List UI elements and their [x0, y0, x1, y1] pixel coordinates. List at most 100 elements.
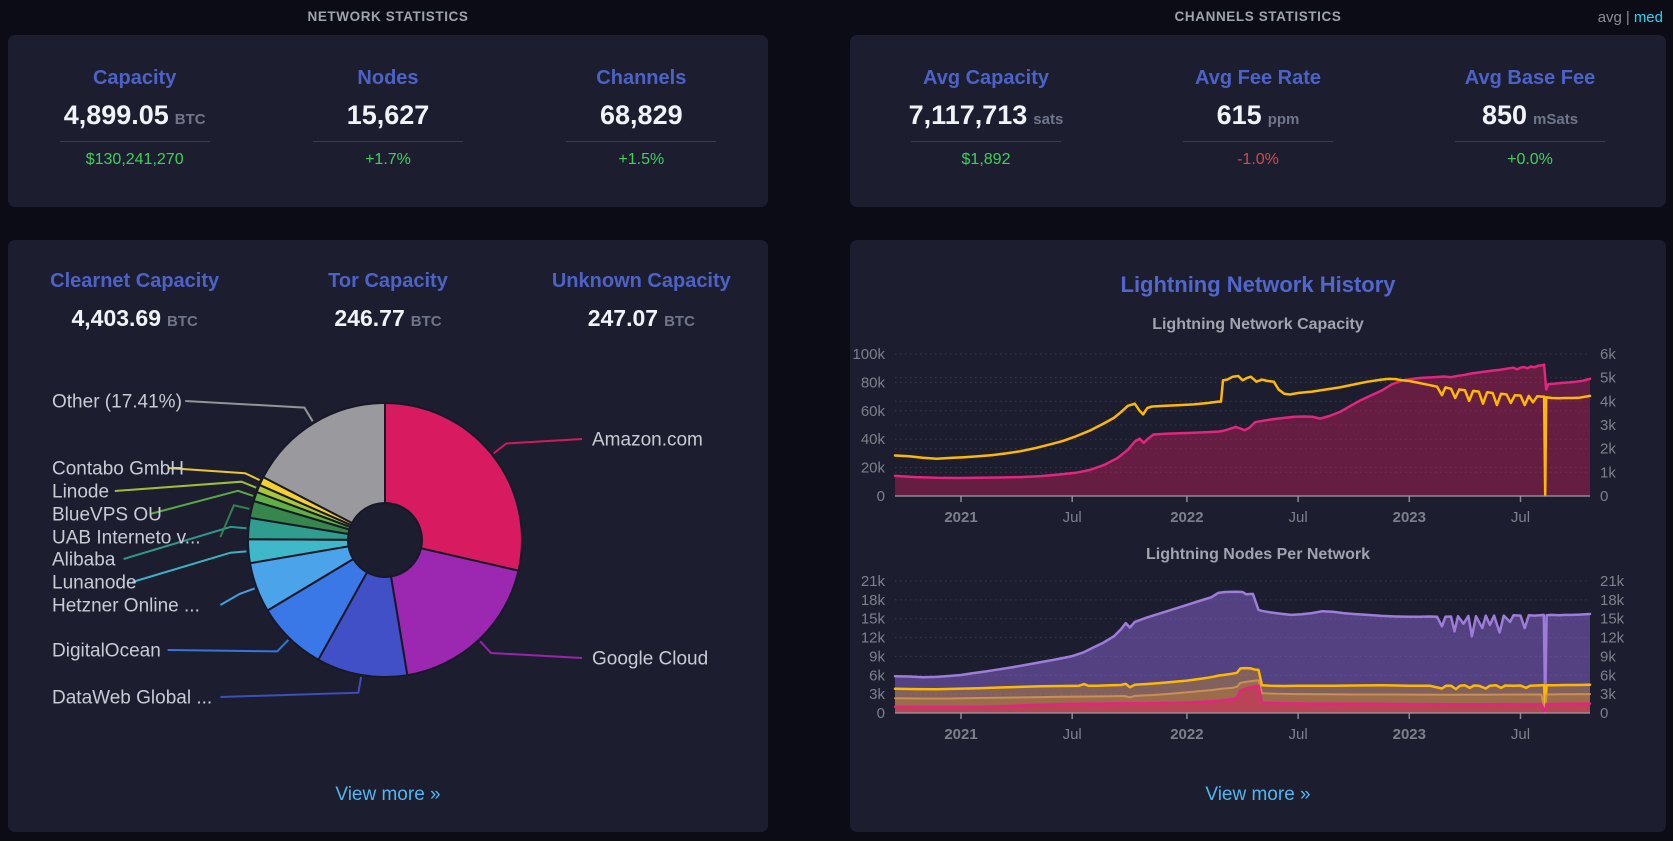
pie-slice-other-17-41[interactable] [262, 402, 386, 524]
series-area-tor-nodes [895, 591, 1590, 713]
stat-value: 246.77 BTC [334, 305, 442, 331]
y-right-label: 9k [1600, 648, 1616, 665]
pie-leader-alibaba [123, 525, 247, 560]
pie-label-alibaba: Alibaba [52, 550, 116, 571]
pie-slice-dataweb-global[interactable] [317, 571, 409, 678]
stat-delta: +0.0% [1507, 151, 1553, 168]
channels-stats-row: Avg Capacity 7,117,713 sats $1,892 Avg Fee R… [850, 35, 1666, 169]
stat-delta: $1,892 [961, 151, 1011, 168]
y-left-label: 21k [861, 573, 886, 590]
stat-divider [911, 141, 1061, 142]
pie-leader-other-17-41 [185, 400, 314, 422]
pie-leader-dataweb-global [220, 676, 363, 698]
y-left-label: 80k [861, 374, 886, 391]
pie-label-uab-interneto-v: UAB Interneto v... [52, 528, 201, 549]
y-right-label: 3k [1600, 686, 1616, 703]
y-right-label: 6k [1600, 667, 1616, 684]
y-right-label: 0 [1600, 488, 1608, 505]
y-right-label: 6k [1600, 346, 1616, 363]
stat-value: 68,829 [600, 100, 683, 130]
history-view-more-link[interactable]: View more » [1205, 784, 1311, 805]
pie-slice-google-cloud[interactable] [390, 547, 520, 677]
y-right-label: 1k [1600, 464, 1616, 481]
y-left-label: 6k [869, 667, 885, 684]
series-line-channels [893, 374, 1592, 497]
stat-divider [1183, 141, 1333, 142]
series-line-unannounced-nodes [894, 679, 1591, 713]
stat-nodes: Nodes 15,627 +1.7% [261, 67, 514, 169]
pie-leader-contabo-gmbh [167, 467, 261, 482]
stat-label: Tor Capacity [328, 270, 448, 292]
pie-view-more-link[interactable]: View more » [335, 784, 441, 805]
x-tick-label: 2022 [1170, 509, 1203, 526]
isp-share-donut-chart: Amazon.com Google Cloud DataWeb Global ...… [52, 392, 708, 709]
y-right-label: 12k [1600, 630, 1625, 647]
x-tick-label: 2021 [944, 726, 977, 743]
stat-label: Unknown Capacity [551, 270, 731, 292]
stat-unit: sats [1033, 111, 1064, 128]
pie-leader-digitalocean [167, 639, 290, 653]
stat-unknown-capacity: Unknown Capacity 247.07 BTC [515, 270, 768, 330]
pie-leader-bluevps-ou [149, 489, 254, 515]
pie-label-lunanode: Lunanode [52, 573, 137, 594]
pie-label-amazon-com: Amazon.com [592, 430, 703, 451]
network-statistics-header: NETWORK STATISTICS [307, 9, 469, 24]
network-stats-row: Capacity 4,899.05 BTC $130,241,270 Nodes 15,6… [8, 35, 768, 169]
stat-label: Nodes [357, 67, 419, 89]
capacity-breakdown-row: Clearnet Capacity 4,403.69 BTC Tor Capacity… [8, 240, 768, 330]
x-tick-label: Jul [1063, 509, 1082, 526]
pie-label-other-17-41: Other (17.41%) [52, 392, 182, 413]
stat-label: Avg Capacity [923, 67, 1049, 89]
pie-label-bluevps-ou: BlueVPS OU [52, 505, 162, 526]
channels-statistics-card: Avg Capacity 7,117,713 sats $1,892 Avg Fee R… [850, 35, 1666, 207]
stat-divider [1455, 141, 1605, 142]
pie-leader-hetzner-online [219, 587, 256, 606]
pie-leader-uab-interneto-v [219, 504, 250, 538]
pie-leader-amazon-com [493, 438, 583, 455]
stat-label: Avg Fee Rate [1195, 67, 1321, 89]
y-left-label: 15k [861, 611, 886, 628]
toggle-avg-option[interactable]: avg [1597, 9, 1622, 26]
stat-unit: BTC [174, 111, 206, 128]
y-right-label: 18k [1600, 592, 1625, 609]
x-tick-label: Jul [1063, 726, 1082, 743]
stat-label: Avg Base Fee [1464, 67, 1596, 89]
toggle-med-option[interactable]: med [1633, 9, 1663, 26]
network-statistics-card: Capacity 4,899.05 BTC $130,241,270 Nodes 15,6… [8, 35, 768, 207]
series-line-clearnet-nodes [893, 666, 1592, 713]
x-tick-label: 2021 [944, 509, 977, 526]
nodes-chart-title: Lightning Nodes Per Network [1145, 546, 1370, 563]
stat-unit: ppm [1267, 111, 1300, 128]
stat-unit: mSats [1533, 111, 1579, 128]
nodes-per-network-chart: 2021 Jul 2022 Jul 2023 Jul21k18k15k12k9k6k3k0… [861, 573, 1625, 743]
stat-clearnet-capacity: Clearnet Capacity 4,403.69 BTC [8, 270, 261, 330]
stat-value: 4,899.05 BTC [63, 100, 206, 130]
stat-avg-base-fee: Avg Base Fee 850 mSats +0.0% [1394, 67, 1666, 169]
y-right-label: 0 [1600, 705, 1608, 722]
stat-unit: BTC [167, 313, 198, 330]
pie-leader-linode [114, 480, 257, 492]
x-tick-label: Jul [1289, 726, 1308, 743]
stat-divider [312, 141, 463, 142]
y-right-label: 2k [1600, 441, 1616, 458]
network-capacity-chart: 2021 Jul 2022 Jul 2023 Jul 100k 80k 60k 40k 20k 0 6k… [852, 346, 1616, 526]
x-tick-label: 2023 [1393, 509, 1426, 526]
series-line-unknown-nodes [893, 684, 1592, 714]
toggle-separator: | [1625, 9, 1630, 26]
y-left-label: 60k [861, 403, 886, 420]
stat-divider [566, 141, 717, 142]
y-left-label: 9k [869, 648, 885, 665]
pie-label-digitalocean: DigitalOcean [52, 641, 161, 662]
pie-slice-amazon-com[interactable] [384, 402, 523, 572]
pie-leader-google-cloud [479, 640, 583, 659]
stat-value: 4,403.69 BTC [71, 305, 198, 331]
stat-label: Capacity [92, 67, 177, 89]
pie-label-dataweb-global: DataWeb Global ... [52, 688, 212, 709]
stat-capacity: Capacity 4,899.05 BTC $130,241,270 [8, 67, 261, 169]
stat-tor-capacity: Tor Capacity 246.77 BTC [261, 270, 514, 330]
node-capacity-breakdown-card: Clearnet Capacity 4,403.69 BTC Tor Capacity… [8, 240, 768, 832]
avg-med-toggle[interactable]: avg | med [1598, 9, 1663, 26]
y-left-label: 40k [861, 431, 886, 448]
y-left-label: 0 [877, 705, 885, 722]
pie-label-hetzner-online: Hetzner Online ... [52, 596, 200, 617]
